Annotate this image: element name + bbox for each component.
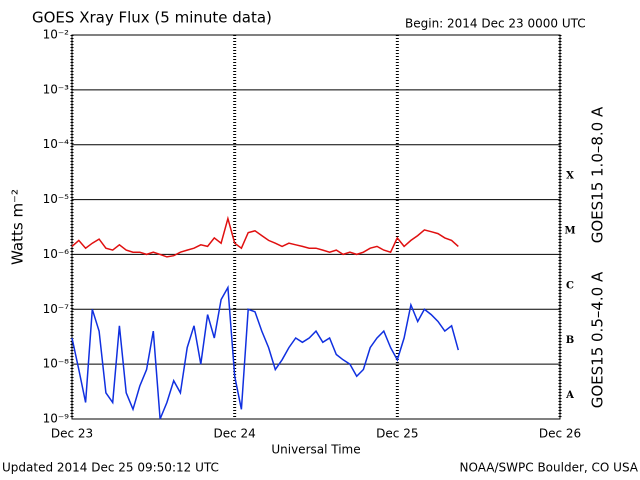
footer-right: NOAA/SWPC Boulder, CO USA <box>460 461 639 475</box>
y-tick-label: 10⁻⁵ <box>43 192 70 206</box>
flare-class-label: C <box>566 280 574 291</box>
x-tick-label: Dec 25 <box>376 427 418 441</box>
x-tick-label: Dec 24 <box>214 427 256 441</box>
series-line <box>71 215 459 258</box>
y-tick-label: 10⁻² <box>43 28 70 42</box>
x-tick-label: Dec 23 <box>51 427 93 441</box>
footer-left: Updated 2014 Dec 25 09:50:12 UTC <box>2 461 219 475</box>
y-tick-label: 10⁻³ <box>43 82 70 96</box>
legend-entry: GOES15 1.0–8.0 A <box>589 106 607 243</box>
flare-class-label: A <box>565 390 574 401</box>
flare-class-label: M <box>564 226 575 237</box>
y-axis-label: Watts m⁻² <box>9 189 27 265</box>
y-tick-label: 10⁻⁴ <box>43 137 70 151</box>
chart-subtitle: Begin: 2014 Dec 23 0000 UTC <box>405 17 586 31</box>
series-line <box>71 284 460 420</box>
y-tick-label: 10⁻⁹ <box>43 412 70 426</box>
plot-frame <box>71 34 561 420</box>
x-axis-label: Universal Time <box>271 443 360 457</box>
x-tick-label: Dec 26 <box>539 427 581 441</box>
y-tick-label: 10⁻⁸ <box>43 357 70 371</box>
flare-class-label: B <box>566 335 574 346</box>
y-tick-label: 10⁻⁶ <box>43 247 70 261</box>
flare-class-label: X <box>566 171 574 182</box>
legend-entry: GOES15 0.5–4.0 A <box>589 271 607 408</box>
y-tick-label: 10⁻⁷ <box>43 302 70 316</box>
chart-title: GOES Xray Flux (5 minute data) <box>32 9 272 27</box>
